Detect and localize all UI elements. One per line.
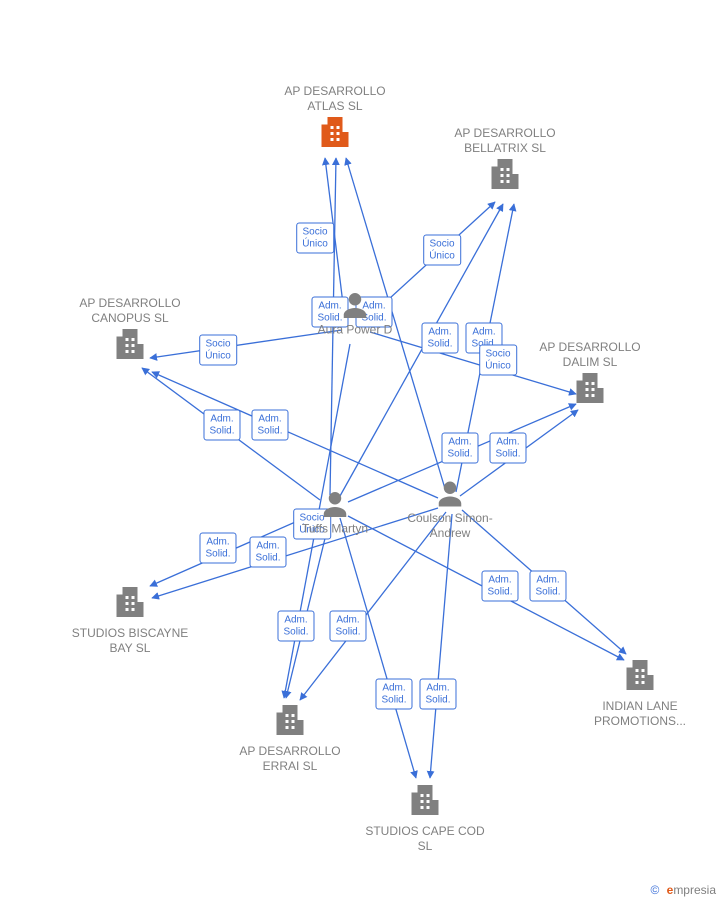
edge-line bbox=[150, 330, 342, 358]
edge-line bbox=[286, 518, 330, 698]
edge-line bbox=[460, 410, 578, 496]
edge-line bbox=[370, 332, 576, 394]
edge-line bbox=[348, 516, 624, 660]
edge-line bbox=[150, 512, 318, 586]
edge-line bbox=[462, 510, 626, 654]
edge-line bbox=[366, 202, 495, 320]
edge-line bbox=[348, 404, 576, 502]
footer-attribution: © empresia bbox=[650, 883, 716, 897]
edge-line bbox=[430, 514, 452, 778]
brand-rest: mpresia bbox=[673, 883, 716, 897]
network-diagram: Socio ÚnicoAdm. Solid.Adm. Solid.Socio Ú… bbox=[0, 0, 728, 905]
edge-line bbox=[284, 344, 350, 698]
edge-line bbox=[456, 204, 514, 492]
edge-line bbox=[340, 518, 416, 778]
edge-line bbox=[152, 372, 438, 498]
edge-line bbox=[346, 158, 446, 492]
copyright-symbol: © bbox=[650, 883, 659, 897]
edges-layer bbox=[0, 0, 728, 905]
edge-line bbox=[300, 512, 446, 700]
edge-line bbox=[340, 204, 503, 496]
